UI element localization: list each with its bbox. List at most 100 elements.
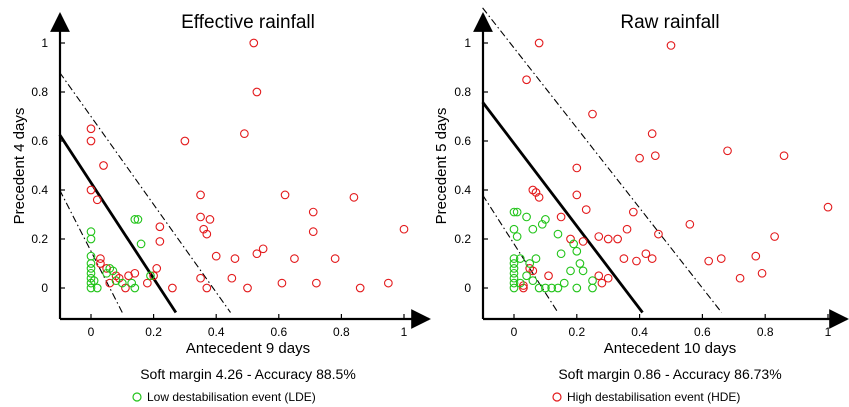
hde-point xyxy=(312,278,321,288)
lde-point xyxy=(509,259,519,268)
hde-point xyxy=(180,136,190,146)
lde-point xyxy=(575,259,585,268)
hde-point xyxy=(121,283,130,293)
y-tick-label: 1 xyxy=(41,36,48,50)
x-tick-label: 0.2 xyxy=(145,325,162,339)
x-axis-label: Antecedent 10 days xyxy=(604,340,737,357)
hde-point xyxy=(230,254,240,263)
legend-lde-label: Low destabilisation event (LDE) xyxy=(147,390,316,404)
hde-point xyxy=(654,229,663,239)
lde-point xyxy=(509,207,519,217)
lde-point xyxy=(547,283,557,293)
x-tick-label: 0 xyxy=(511,325,518,339)
lde-point xyxy=(133,215,143,224)
hde-point xyxy=(522,75,531,85)
x-tick-label: 0.8 xyxy=(333,325,350,339)
hde-point xyxy=(603,234,613,244)
y-tick-label: 0.6 xyxy=(454,134,471,148)
hde-point xyxy=(99,161,108,170)
hde-point xyxy=(86,124,96,134)
hde-point xyxy=(628,207,638,217)
hde-point xyxy=(544,271,553,281)
lde-point xyxy=(117,278,127,288)
chart-caption: Soft margin 0.86 - Accuracy 86.73% xyxy=(558,366,781,382)
chart-title: Raw rainfall xyxy=(620,12,719,33)
lde-point xyxy=(509,264,519,273)
hde-point xyxy=(211,251,221,261)
hde-point xyxy=(556,212,566,222)
lde-point xyxy=(509,283,519,293)
lde-point xyxy=(553,283,563,293)
lde-point xyxy=(515,278,525,288)
hde-point xyxy=(205,215,215,224)
hde-point xyxy=(258,244,268,254)
hde-point xyxy=(704,256,714,266)
hde-point xyxy=(635,153,644,163)
lde-point xyxy=(541,283,550,293)
hde-point xyxy=(572,163,582,173)
x-tick-label: 0.4 xyxy=(208,325,225,339)
lde-point xyxy=(522,271,531,281)
lde-point xyxy=(578,266,588,276)
hde-point xyxy=(594,232,604,241)
hde-point xyxy=(240,129,249,138)
hde-point xyxy=(399,224,409,234)
lde-point xyxy=(515,254,525,263)
y-tick-label: 0.2 xyxy=(31,232,48,246)
hde-point xyxy=(96,254,105,263)
legend-hde-label: High destabilisation event (HDE) xyxy=(567,390,740,404)
hde-point xyxy=(155,222,165,232)
decision-boundary xyxy=(481,101,644,314)
lde-point xyxy=(588,276,597,286)
hde-point xyxy=(757,268,767,278)
y-axis-label: Precedent 4 days xyxy=(11,108,28,225)
hde-point xyxy=(252,249,262,259)
lde-point xyxy=(528,276,538,286)
hde-point xyxy=(597,278,607,288)
y-tick-label: 0.6 xyxy=(31,134,48,148)
hde-point xyxy=(86,185,96,195)
lde-point xyxy=(86,259,96,268)
hde-point xyxy=(149,271,158,281)
y-tick-label: 1 xyxy=(464,36,471,50)
lde-point xyxy=(588,283,597,293)
lde-point xyxy=(130,283,140,293)
hde-point xyxy=(641,249,651,259)
hde-point xyxy=(685,219,695,229)
hde-point xyxy=(619,254,629,263)
lde-point xyxy=(86,227,96,236)
x-tick-label: 0.6 xyxy=(270,325,287,339)
lde-point xyxy=(559,278,569,288)
x-tick-label: 1 xyxy=(825,325,832,339)
hde-point xyxy=(202,229,212,239)
hde-point xyxy=(622,224,632,234)
lde-point xyxy=(105,264,115,273)
hde-point xyxy=(196,273,205,283)
hde-point xyxy=(330,254,340,263)
x-tick-label: 0.8 xyxy=(757,325,774,339)
y-axis-label: Precedent 5 days xyxy=(433,108,450,225)
hde-point xyxy=(152,264,162,273)
hde-point xyxy=(86,136,96,146)
lde-point xyxy=(534,283,544,293)
margin-line xyxy=(59,72,231,313)
x-tick-label: 0.4 xyxy=(631,325,648,339)
lde-point xyxy=(86,283,96,293)
hde-point xyxy=(534,193,544,202)
y-tick-label: 0.2 xyxy=(454,232,471,246)
hde-point xyxy=(578,237,588,246)
y-tick-label: 0 xyxy=(41,281,48,295)
effective-rainfall-panel: 0 0.2 0.4 0.6 0.8 1 0 0.2 0.4 0.6 0.8 1 Effective ra… xyxy=(11,12,431,382)
hde-point xyxy=(647,254,657,263)
lde-point xyxy=(537,219,547,229)
hde-point xyxy=(96,259,105,268)
lde-point xyxy=(89,276,99,286)
hde-point xyxy=(594,271,604,281)
legend: Low destabilisation event (LDE) High des… xyxy=(132,390,740,404)
hde-point xyxy=(770,232,779,241)
raw-rainfall-panel: 0 0.2 0.4 0.6 0.8 1 0 0.2 0.4 0.6 0.8 1 Raw rainfall… xyxy=(433,7,849,382)
lde-point xyxy=(86,234,96,244)
x-axis-label: Antecedent 9 days xyxy=(186,340,310,357)
lde-point xyxy=(528,224,538,234)
